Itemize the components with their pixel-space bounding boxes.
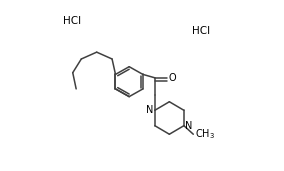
Text: O: O — [168, 73, 176, 83]
Text: HCl: HCl — [63, 16, 82, 25]
Text: CH$_3$: CH$_3$ — [195, 127, 215, 141]
Text: HCl: HCl — [193, 26, 210, 36]
Text: N: N — [146, 105, 153, 115]
Text: N: N — [185, 121, 193, 131]
